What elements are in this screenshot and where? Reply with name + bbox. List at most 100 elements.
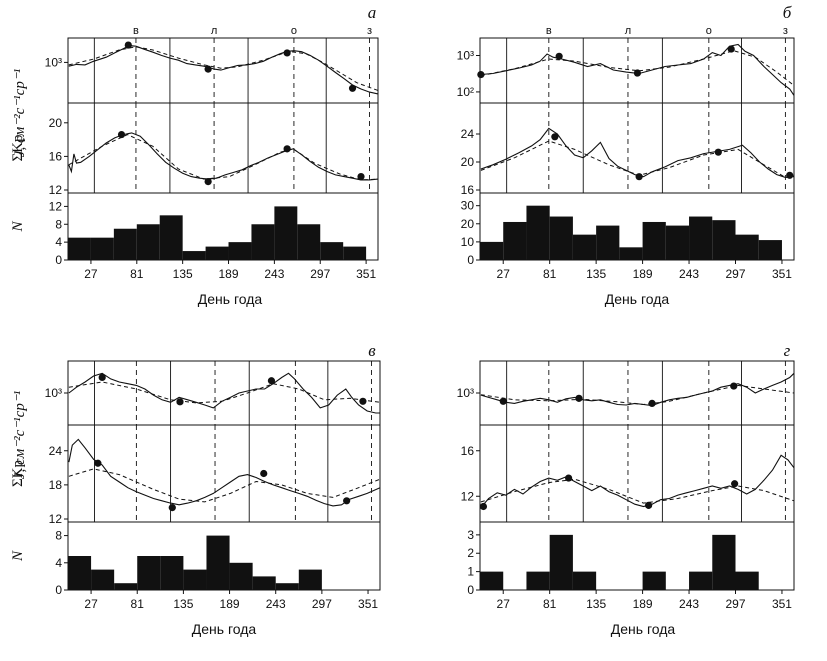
y-tick-label: 0 [55,583,62,597]
x-tick-label: 297 [725,597,745,611]
y-tick-label: 10³ [457,48,474,62]
x-tick-label: 243 [679,267,699,281]
flux-marker [575,394,583,402]
kp-marker [117,130,126,139]
hist-bar [160,556,184,590]
x-axis-label: День года [198,291,263,307]
y-tick-label: 20 [461,155,475,169]
kp-marker [204,178,212,186]
hist-bar [206,535,230,590]
kp-series-solid [68,438,381,507]
hist-bar [642,221,666,260]
x-tick-label: 135 [586,597,606,611]
hist-bar [252,576,276,590]
kp-series-dashed [68,468,381,503]
hist-bar [91,569,115,590]
y-axis-label: N [10,221,26,233]
season-label: в [546,25,552,37]
hist-bar [549,216,573,260]
kp-series-dashed [68,134,379,181]
x-tick-label: 27 [84,267,98,281]
y-tick-label: 12 [49,199,63,213]
hist-subplot: 0 4 8 N [10,521,381,597]
kp-marker [283,145,291,153]
hist-bar [137,556,161,590]
flux-series-solid [68,372,380,414]
y-tick-label: 2 [467,546,474,560]
hist-bar [480,241,504,260]
flux-marker [204,65,212,73]
kp-marker [551,133,559,141]
hist-bar [68,556,92,590]
panel-в: в 10³ J, см⁻²с⁻¹ср⁻¹ 12 18 24 ΣKр 0 4 8 N 27 81 135 18… [10,341,381,637]
y-tick-label: 30 [461,199,475,213]
y-tick-label: 0 [467,253,474,267]
x-tick-label: 243 [679,597,699,611]
y-axis-label: J, см⁻²с⁻¹ср⁻¹ [12,390,28,479]
kp-marker [714,148,722,156]
kp-series-dashed [480,140,795,178]
kp-marker [479,502,488,511]
flux-frame [67,360,381,426]
y-tick-label: 10³ [457,386,474,400]
kp-frame [479,424,795,523]
y-axis-label: ΣKр [10,460,26,487]
flux-series-dashed [68,46,379,91]
flux-marker [359,397,367,405]
y-tick-label: 16 [49,149,63,163]
season-label: о [706,25,712,37]
x-tick-label: 81 [130,267,144,281]
y-tick-label: 0 [467,583,474,597]
hist-bar [572,571,597,590]
hist-bar [183,569,207,590]
season-label: о [291,25,297,37]
season-label: л [625,25,631,37]
hist-subplot: 0 10 20 30 [461,192,795,267]
flux-marker [730,382,738,390]
x-tick-label: 189 [219,267,239,281]
hist-frame [479,521,795,591]
y-tick-label: 24 [49,444,63,458]
flux-subplot: 10³ J, см⁻²с⁻¹ср⁻¹ [12,37,379,157]
hist-bar [619,247,643,260]
kp-marker [731,480,739,488]
hist-bar [113,228,137,260]
kp-marker [94,459,102,467]
x-tick-label: 297 [725,267,745,281]
y-tick-label: 4 [55,235,62,249]
flux-series-dashed [68,381,381,404]
hist-bar [735,234,759,260]
hist-bar [689,571,713,590]
x-tick-label: 27 [84,597,98,611]
x-tick-label: 351 [356,267,376,281]
x-tick-label: 243 [266,597,286,611]
hist-bar [549,534,573,590]
kp-subplot: 12 18 24 ΣKр [10,424,381,526]
y-tick-label: 1 [467,565,474,579]
flux-marker [477,70,485,79]
flux-marker [555,52,563,60]
flux-frame [67,37,379,104]
season-label: з [367,25,372,37]
flux-series-solid [68,45,379,95]
flux-series-solid [480,372,795,407]
kp-frame [67,424,381,523]
x-tick-label: 81 [543,597,557,611]
hist-subplot: 0 1 2 3 [467,521,795,597]
y-axis-label: ΣKр [10,134,26,161]
y-tick-label: 8 [55,217,62,231]
y-tick-label: 10² [457,85,474,99]
panel-label: в [368,341,376,360]
kp-subplot: 12 16 20 ΣKр [10,102,379,197]
flux-subplot: 10² 10³ [457,37,795,104]
y-tick-label: 10³ [45,386,62,400]
x-tick-label: 189 [220,597,240,611]
y-tick-label: 24 [461,127,475,141]
x-tick-label: 135 [173,267,193,281]
y-tick-label: 8 [55,529,62,543]
flux-marker [648,399,656,407]
hist-bar [526,205,550,260]
kp-subplot: 12 16 [461,424,795,523]
kp-series-dashed [480,478,795,504]
flux-frame [479,360,795,426]
